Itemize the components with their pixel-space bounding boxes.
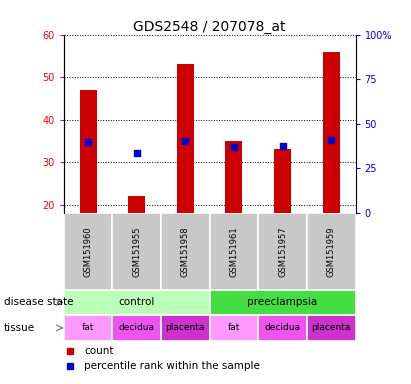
- Bar: [258, 315, 307, 341]
- Point: [133, 150, 140, 156]
- Point: [85, 139, 91, 145]
- Bar: [128, 196, 145, 213]
- Text: percentile rank within the sample: percentile rank within the sample: [84, 361, 260, 371]
- Text: tissue: tissue: [4, 323, 35, 333]
- Text: control: control: [118, 297, 155, 307]
- Text: preeclampsia: preeclampsia: [247, 297, 318, 307]
- Bar: [161, 315, 210, 341]
- Bar: [210, 315, 258, 341]
- Text: decidua: decidua: [119, 323, 155, 333]
- Text: disease state: disease state: [4, 297, 74, 307]
- Title: GDS2548 / 207078_at: GDS2548 / 207078_at: [133, 20, 286, 33]
- Text: GSM151961: GSM151961: [229, 226, 238, 276]
- Text: GSM151958: GSM151958: [181, 226, 190, 276]
- Text: placenta: placenta: [166, 323, 205, 333]
- Bar: [79, 90, 97, 213]
- Bar: [112, 315, 161, 341]
- Bar: [225, 141, 242, 213]
- Text: GSM151957: GSM151957: [278, 226, 287, 276]
- Bar: [112, 213, 161, 290]
- Point: [328, 137, 335, 143]
- Text: decidua: decidua: [265, 323, 300, 333]
- Bar: [307, 315, 356, 341]
- Bar: [64, 290, 210, 315]
- Text: fat: fat: [82, 323, 94, 333]
- Text: fat: fat: [228, 323, 240, 333]
- Bar: [64, 213, 112, 290]
- Text: GSM151955: GSM151955: [132, 226, 141, 276]
- Point: [231, 144, 237, 150]
- Text: GSM151959: GSM151959: [327, 226, 336, 276]
- Bar: [307, 213, 356, 290]
- Bar: [323, 51, 340, 213]
- Bar: [177, 64, 194, 213]
- Point: [279, 143, 286, 149]
- Bar: [210, 213, 258, 290]
- Bar: [274, 149, 291, 213]
- Text: GSM151960: GSM151960: [83, 226, 92, 276]
- Bar: [210, 290, 356, 315]
- Bar: [258, 213, 307, 290]
- Text: placenta: placenta: [312, 323, 351, 333]
- Bar: [64, 315, 112, 341]
- Text: count: count: [84, 346, 113, 356]
- Point: [182, 138, 189, 144]
- Bar: [161, 213, 210, 290]
